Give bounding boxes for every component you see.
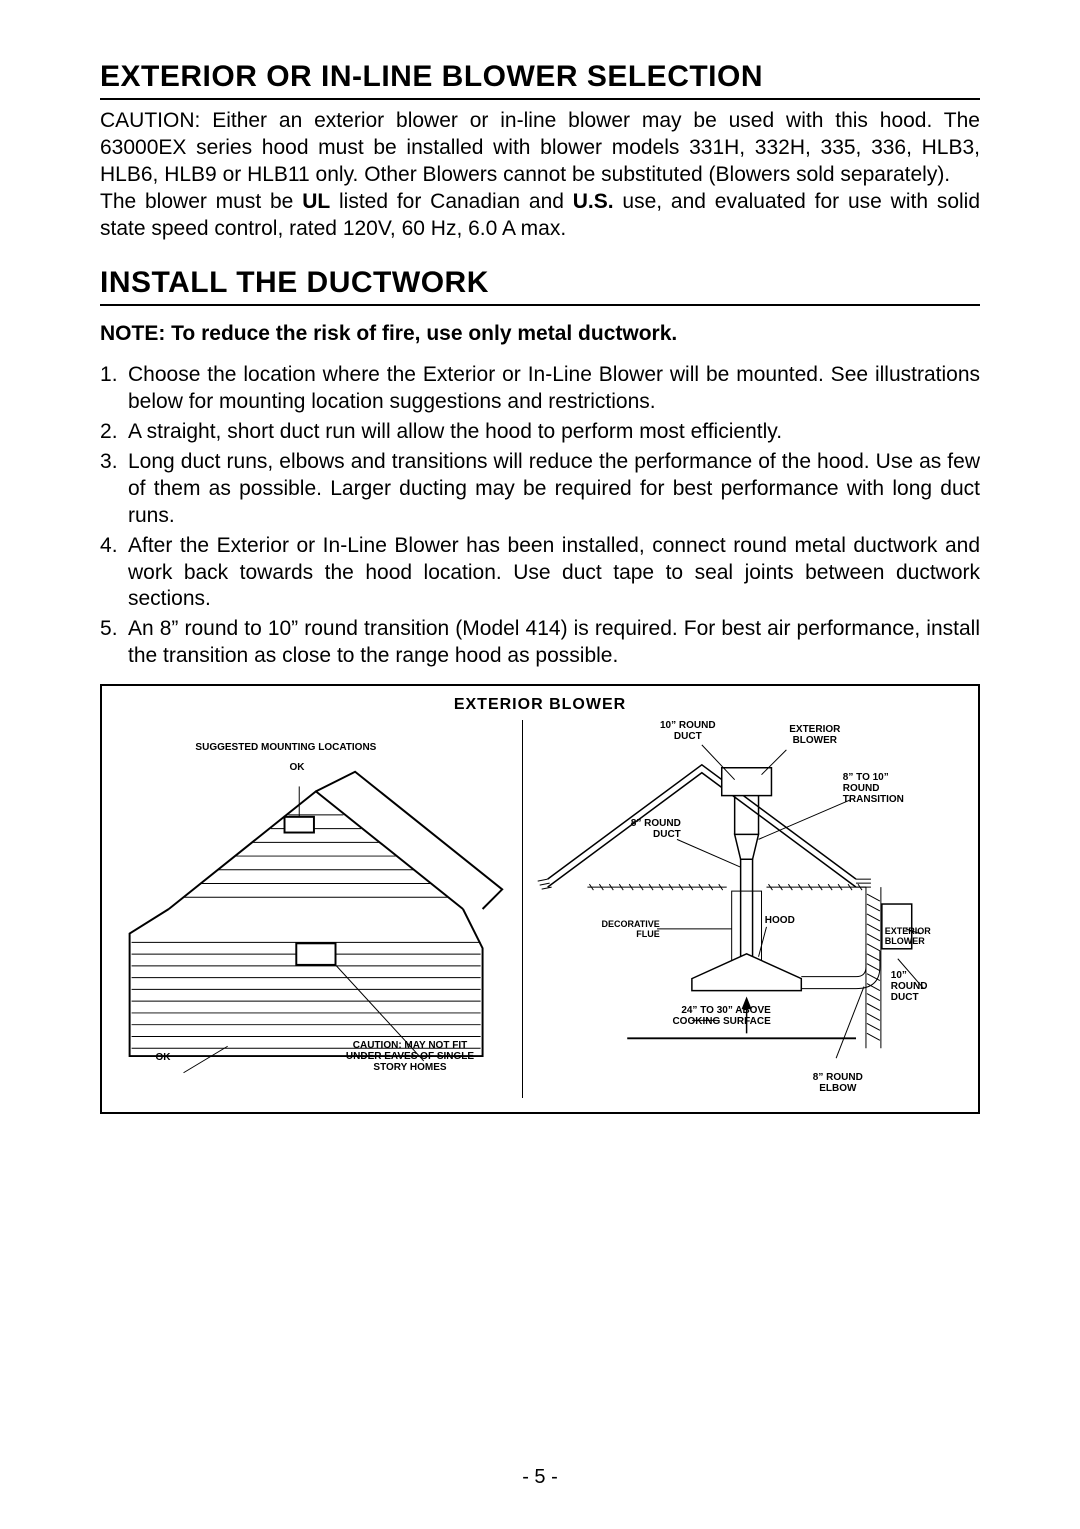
step-4: After the Exterior or In-Line Blower has…: [100, 533, 980, 614]
heading-blower-selection: EXTERIOR OR IN-LINE BLOWER SELECTION: [100, 60, 980, 94]
diagram-title: EXTERIOR BLOWER: [110, 696, 970, 714]
diagram-left: SUGGESTED MOUNTING LOCATIONS OK OK CAUTI…: [110, 720, 523, 1098]
label-decorative-flue: DECORATIVE FLUE: [585, 920, 660, 940]
label-8-round-duct: 8” ROUND DUCT: [611, 818, 681, 840]
label-10-round-duct-side: 10” ROUND DUCT: [891, 970, 951, 1003]
label-8-round-elbow: 8” ROUND ELBOW: [793, 1072, 883, 1094]
page-number: - 5 -: [0, 1466, 1080, 1489]
rule-1: [100, 98, 980, 100]
step-5: An 8” round to 10” round transition (Mod…: [100, 616, 980, 670]
label-ok-bottom: OK: [148, 1052, 178, 1063]
label-exterior-blower-side: EXTERIOR BLOWER: [885, 927, 960, 947]
label-transition: 8” TO 10” ROUND TRANSITION: [843, 772, 933, 805]
step-1: Choose the location where the Exterior o…: [100, 362, 980, 416]
step-2: A straight, short duct run will allow th…: [100, 419, 980, 446]
label-10-round-duct: 10” ROUND DUCT: [648, 720, 728, 742]
step-3: Long duct runs, elbows and transitions w…: [100, 449, 980, 530]
note-metal-ductwork: NOTE: To reduce the risk of fire, use on…: [100, 322, 980, 346]
para2-c: listed for Canadian and: [330, 190, 573, 213]
rule-2: [100, 304, 980, 306]
diagram-exterior-blower: EXTERIOR BLOWER: [100, 684, 980, 1114]
label-exterior-blower-top: EXTERIOR BLOWER: [775, 724, 855, 746]
heading-install-ductwork: INSTALL THE DUCTWORK: [100, 266, 980, 300]
para2-a: The blower must be: [100, 190, 302, 213]
label-ok-top: OK: [282, 762, 312, 773]
label-suggested: SUGGESTED MOUNTING LOCATIONS: [110, 742, 462, 753]
diagram-right: 10” ROUND DUCT EXTERIOR BLOWER 8” TO 10”…: [523, 720, 970, 1098]
label-caution-eaves: CAUTION: MAY NOT FIT UNDER EAVES OF SING…: [320, 1040, 500, 1073]
label-hood: HOOD: [755, 915, 805, 926]
steps-list: Choose the location where the Exterior o…: [100, 362, 980, 670]
para-caution: CAUTION: Either an exterior blower or in…: [100, 108, 980, 189]
para-UL: The blower must be UL listed for Canadia…: [100, 189, 980, 243]
label-cooking-surface: 24” TO 30” ABOVE COOKING SURFACE: [631, 1005, 771, 1027]
para2-d: U.S.: [573, 190, 614, 213]
para2-b: UL: [302, 190, 330, 213]
